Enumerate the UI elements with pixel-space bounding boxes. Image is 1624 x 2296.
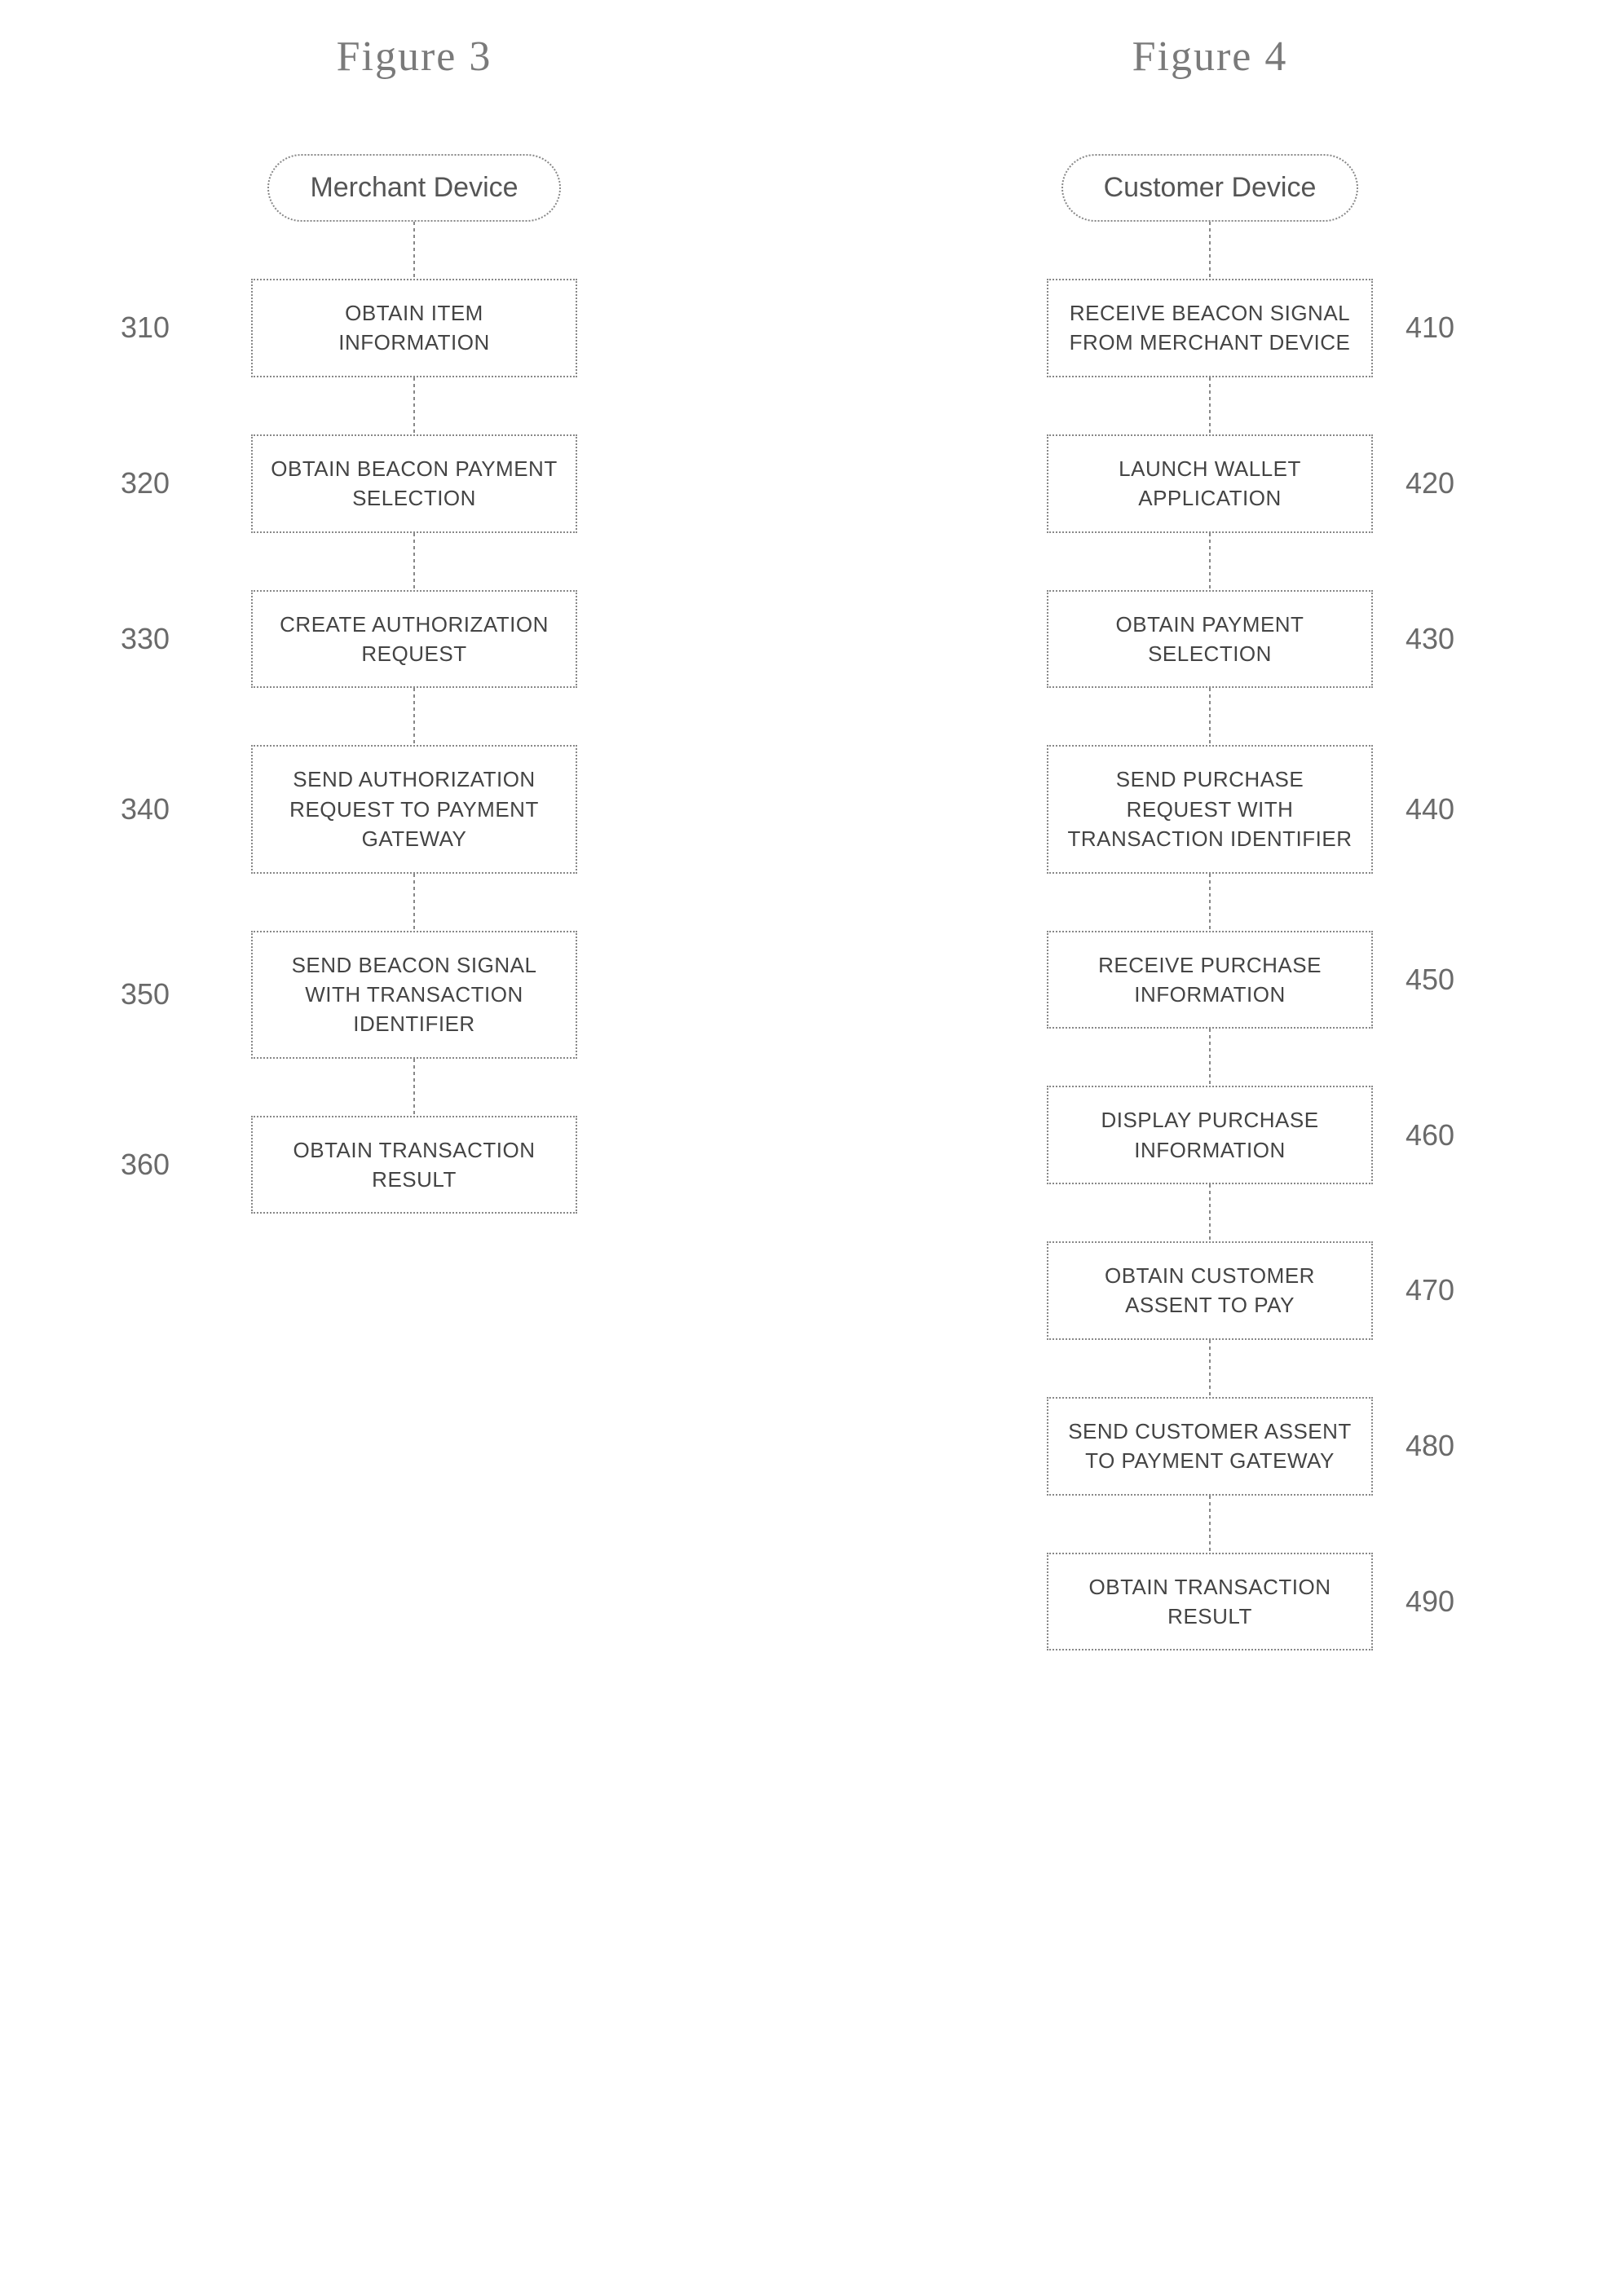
ref-450: 450: [1406, 963, 1503, 997]
fig4-step-410-row: RECEIVE BEACON SIGNAL FROM MERCHANT DEVI…: [916, 279, 1503, 377]
fig3-step-360-row: 360 OBTAIN TRANSACTION RESULT: [121, 1116, 708, 1214]
ref-410: 410: [1406, 311, 1503, 345]
ref-320: 320: [121, 466, 218, 500]
ref-420: 420: [1406, 466, 1503, 500]
ref-470: 470: [1406, 1273, 1503, 1307]
connector: [413, 688, 415, 745]
fig3-start-row: Merchant Device: [137, 154, 691, 222]
ref-350: 350: [121, 977, 218, 1011]
ref-480: 480: [1406, 1429, 1503, 1463]
fig4-step-420-row: LAUNCH WALLET APPLICATION 420: [916, 434, 1503, 533]
fig4-step-440-row: SEND PURCHASE REQUEST WITH TRANSACTION I…: [916, 745, 1503, 873]
connector: [413, 377, 415, 434]
fig4-step-420: LAUNCH WALLET APPLICATION: [1047, 434, 1373, 533]
fig4-step-430-row: OBTAIN PAYMENT SELECTION 430: [916, 590, 1503, 689]
figure-3-title: Figure 3: [337, 33, 492, 81]
connector: [1209, 1340, 1211, 1397]
fig4-step-480-row: SEND CUSTOMER ASSENT TO PAYMENT GATEWAY …: [916, 1397, 1503, 1496]
fig3-step-340: SEND AUTHORIZATION REQUEST TO PAYMENT GA…: [251, 745, 577, 873]
fig3-step-320: OBTAIN BEACON PAYMENT SELECTION: [251, 434, 577, 533]
connector: [1209, 1029, 1211, 1086]
fig3-step-350-row: 350 SEND BEACON SIGNAL WITH TRANSACTION …: [121, 931, 708, 1059]
fig4-step-450: RECEIVE PURCHASE INFORMATION: [1047, 931, 1373, 1029]
connector: [1209, 222, 1211, 279]
fig3-step-310-row: 310 OBTAIN ITEM INFORMATION: [121, 279, 708, 377]
fig4-step-440: SEND PURCHASE REQUEST WITH TRANSACTION I…: [1047, 745, 1373, 873]
fig4-step-490: OBTAIN TRANSACTION RESULT: [1047, 1553, 1373, 1651]
connector: [1209, 1184, 1211, 1241]
ref-310: 310: [121, 311, 218, 345]
fig3-step-310: OBTAIN ITEM INFORMATION: [251, 279, 577, 377]
fig3-step-320-row: 320 OBTAIN BEACON PAYMENT SELECTION: [121, 434, 708, 533]
fig3-step-330: CREATE AUTHORIZATION REQUEST: [251, 590, 577, 689]
fig4-step-470: OBTAIN CUSTOMER ASSENT TO PAY: [1047, 1241, 1373, 1340]
fig4-step-430: OBTAIN PAYMENT SELECTION: [1047, 590, 1373, 689]
fig3-step-350: SEND BEACON SIGNAL WITH TRANSACTION IDEN…: [251, 931, 577, 1059]
fig4-start-row: Customer Device: [931, 154, 1489, 222]
ref-340: 340: [121, 792, 218, 826]
ref-460: 460: [1406, 1118, 1503, 1152]
ref-430: 430: [1406, 622, 1503, 656]
fig4-step-460-row: DISPLAY PURCHASE INFORMATION 460: [916, 1086, 1503, 1184]
ref-490: 490: [1406, 1584, 1503, 1619]
connector: [1209, 533, 1211, 590]
fig4-step-450-row: RECEIVE PURCHASE INFORMATION 450: [916, 931, 1503, 1029]
connector: [1209, 874, 1211, 931]
fig4-step-480: SEND CUSTOMER ASSENT TO PAYMENT GATEWAY: [1047, 1397, 1373, 1496]
figure-4-title: Figure 4: [1132, 33, 1288, 81]
connector: [413, 533, 415, 590]
connector: [1209, 1496, 1211, 1553]
connector: [1209, 688, 1211, 745]
ref-440: 440: [1406, 792, 1503, 826]
ref-330: 330: [121, 622, 218, 656]
fig4-terminator: Customer Device: [1061, 154, 1359, 222]
fig3-step-330-row: 330 CREATE AUTHORIZATION REQUEST: [121, 590, 708, 689]
page-container: Figure 3 Merchant Device 310 OBTAIN ITEM…: [16, 33, 1608, 1650]
connector: [413, 222, 415, 279]
figure-4: Figure 4 Customer Device RECEIVE BEACON …: [916, 33, 1503, 1650]
figure-3: Figure 3 Merchant Device 310 OBTAIN ITEM…: [121, 33, 708, 1214]
connector: [413, 874, 415, 931]
fig4-step-490-row: OBTAIN TRANSACTION RESULT 490: [916, 1553, 1503, 1651]
fig4-step-410: RECEIVE BEACON SIGNAL FROM MERCHANT DEVI…: [1047, 279, 1373, 377]
fig3-step-360: OBTAIN TRANSACTION RESULT: [251, 1116, 577, 1214]
fig4-step-460: DISPLAY PURCHASE INFORMATION: [1047, 1086, 1373, 1184]
connector: [1209, 377, 1211, 434]
fig3-terminator: Merchant Device: [267, 154, 561, 222]
connector: [413, 1059, 415, 1116]
fig4-step-470-row: OBTAIN CUSTOMER ASSENT TO PAY 470: [916, 1241, 1503, 1340]
ref-360: 360: [121, 1148, 218, 1182]
fig3-step-340-row: 340 SEND AUTHORIZATION REQUEST TO PAYMEN…: [121, 745, 708, 873]
